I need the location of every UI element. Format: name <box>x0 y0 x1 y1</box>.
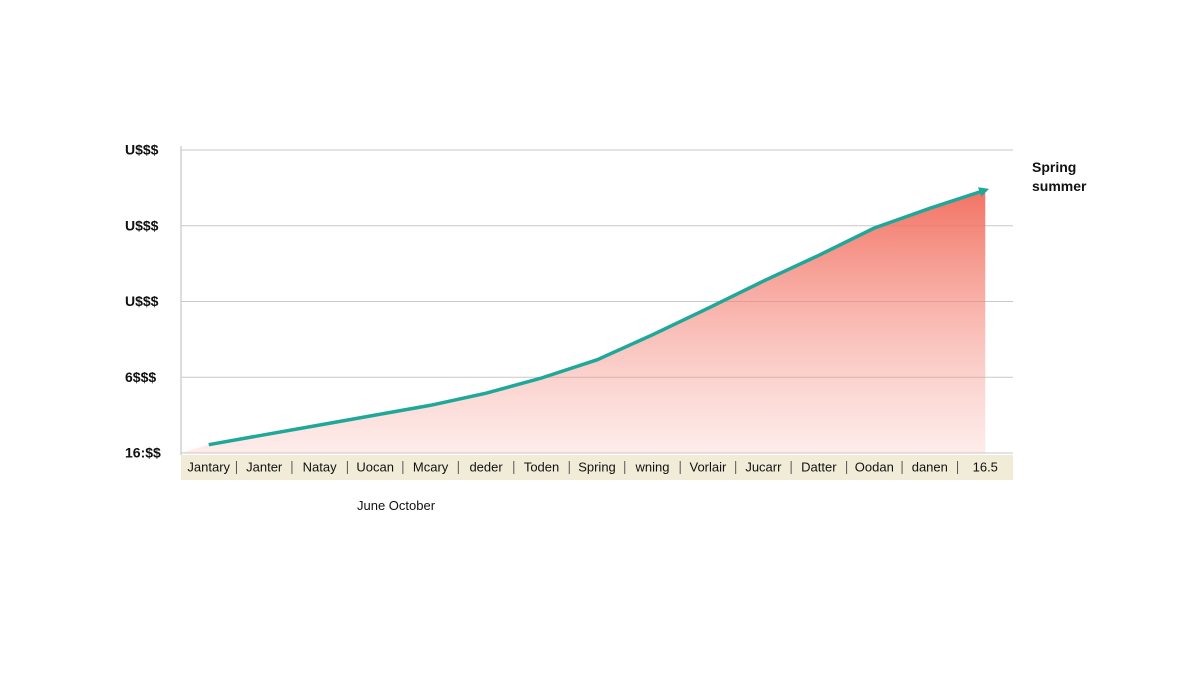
x-tick-label: wning <box>634 459 669 474</box>
y-tick-label: U$$$ <box>125 293 159 309</box>
x-tick-label: deder <box>469 459 503 474</box>
x-tick-label: Jantary <box>187 459 230 474</box>
y-tick-label: 16:$$ <box>125 445 161 461</box>
x-tick-label: Spring <box>578 459 616 474</box>
x-tick-label: Oodan <box>855 459 894 474</box>
x-tick-label: Toden <box>524 459 559 474</box>
x-tick-label: Natay <box>303 459 337 474</box>
area <box>181 190 986 453</box>
x-tick-label: Datter <box>801 459 837 474</box>
x-axis-band <box>181 455 1013 480</box>
x-tick-label: Vorlair <box>690 459 728 474</box>
x-tick-label: 16.5 <box>973 459 998 474</box>
annotation: Spring summer <box>1032 159 1087 194</box>
y-tick-label: U$$$ <box>125 217 159 233</box>
x-tick-label: Uocan <box>356 459 394 474</box>
y-tick-label: U$$$ <box>125 142 159 158</box>
x-tick-label: Mcary <box>413 459 449 474</box>
x-axis-label: June October <box>357 498 436 513</box>
y-tick-label: 6$$$ <box>125 369 156 385</box>
line <box>208 187 990 447</box>
x-tick-label: Janter <box>246 459 283 474</box>
x-tick-label: Jucarr <box>745 459 782 474</box>
x-tick-label: danen <box>912 459 948 474</box>
